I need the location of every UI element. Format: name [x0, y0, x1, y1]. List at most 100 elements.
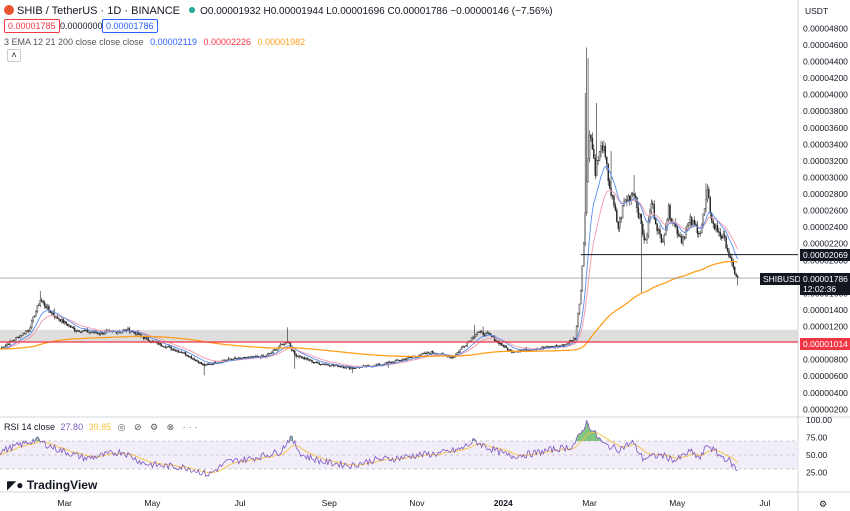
candle-body — [317, 361, 319, 364]
candle-body — [39, 300, 41, 306]
settings-gear-icon[interactable]: ⚙ — [819, 499, 828, 509]
candle-body — [472, 337, 474, 339]
candle-body — [485, 332, 487, 336]
candle-body — [38, 304, 40, 306]
candle-body — [51, 312, 53, 314]
candle-body — [91, 331, 93, 333]
candle-body — [186, 354, 188, 356]
candle-body — [607, 163, 609, 182]
candle-body — [495, 340, 497, 342]
candle-body — [499, 343, 502, 345]
candle-body — [613, 195, 615, 206]
candle-body — [463, 346, 466, 348]
ohlc-readout: O0.00001932 H0.00001944 L0.00001696 C0.0… — [200, 6, 553, 17]
candle-body — [466, 342, 469, 346]
ema-legend[interactable]: 3 EMA 12 21 200 close close close 0.0000… — [4, 37, 306, 47]
candle-body — [9, 340, 11, 345]
candle-body — [726, 248, 729, 252]
x-tick-label: May — [669, 498, 686, 508]
candle-body — [171, 348, 174, 350]
candle-body — [283, 342, 286, 345]
candle-body — [212, 363, 214, 365]
candle-body — [501, 343, 503, 346]
indicator-controls-icons[interactable]: ◎ ⊘ ⚙ ⊗ ··· — [117, 422, 201, 432]
y-tick-label: 0.00004200 — [803, 73, 848, 83]
candle-body — [282, 344, 284, 346]
bid-box[interactable]: 0.00001785 — [4, 19, 60, 33]
candle-body — [87, 329, 89, 333]
candle-body — [176, 350, 178, 352]
candle-body — [203, 363, 205, 367]
x-tick-label: May — [144, 498, 161, 508]
candle-body — [308, 359, 310, 361]
candle-body — [299, 356, 302, 358]
candle-body — [476, 332, 479, 335]
candle-body — [637, 207, 640, 218]
candle-body — [128, 328, 131, 332]
candle-body — [459, 349, 461, 353]
candle-body — [298, 355, 300, 358]
currency-label: USDT — [805, 6, 829, 16]
candle-body — [486, 332, 489, 334]
shib-logo-icon — [4, 5, 14, 15]
candle-body — [521, 349, 523, 351]
market-status-icon — [189, 7, 196, 13]
tradingview-logo-icon: ◤● — [7, 478, 24, 492]
tradingview-logo[interactable]: ◤● TradingView — [7, 478, 98, 492]
candle-body — [617, 221, 619, 229]
candle-body — [340, 366, 342, 368]
candle-body — [75, 330, 77, 332]
candle-body — [138, 333, 141, 335]
candle-body — [193, 358, 195, 361]
candle-body — [420, 353, 422, 356]
candle-body — [315, 361, 318, 363]
candle-body — [502, 344, 504, 347]
candle-body — [206, 364, 208, 366]
candle-body — [642, 223, 644, 234]
candle-body — [312, 361, 315, 363]
candle-body — [19, 335, 21, 339]
candle-body — [542, 346, 545, 349]
candle-body — [604, 146, 607, 158]
candle-body — [410, 356, 412, 358]
candle-body — [715, 225, 717, 230]
candle-body — [574, 338, 576, 340]
candle-body — [719, 232, 722, 237]
candle-body — [731, 257, 733, 263]
symbol-tag: SHIBUSDT — [760, 273, 809, 285]
candle-body — [387, 362, 389, 364]
candle-body — [475, 334, 477, 337]
symbol-title[interactable]: SHIB / TetherUS · 1D · BINANCE O0.000019… — [4, 5, 553, 17]
candle-body — [735, 274, 737, 277]
candle-body — [457, 351, 460, 353]
rsi-legend[interactable]: RSI 14 close 27.80 39.85 ◎ ⊘ ⚙ ⊗ ··· — [4, 422, 201, 432]
candle-body — [97, 332, 99, 334]
y-tick-label: 0.00000600 — [803, 371, 848, 381]
candle-body — [275, 349, 277, 351]
candle-body — [170, 346, 172, 350]
candle-body — [577, 312, 579, 327]
candle-body — [174, 350, 177, 352]
rsi-tick-label: 50.00 — [806, 450, 828, 460]
candle-body — [603, 146, 605, 151]
candle-body — [696, 224, 699, 234]
candle-body — [140, 333, 142, 336]
ask-box[interactable]: 0.00001786 — [102, 19, 158, 33]
candle-body — [294, 350, 296, 355]
candle-body — [135, 331, 138, 335]
candle-body — [561, 344, 563, 347]
ema200-line — [0, 260, 738, 358]
candle-body — [545, 346, 548, 348]
x-tick-label: Mar — [57, 498, 72, 508]
candle-body — [728, 250, 730, 257]
candle-body — [20, 335, 23, 337]
collapse-legend-icon[interactable]: ˄ — [7, 49, 21, 62]
candle-body — [570, 340, 572, 342]
candle-body — [705, 198, 707, 209]
candle-body — [321, 363, 323, 365]
candle-body — [695, 223, 697, 226]
candle-body — [606, 156, 608, 164]
candle-body — [210, 363, 213, 365]
candle-body — [12, 340, 14, 342]
